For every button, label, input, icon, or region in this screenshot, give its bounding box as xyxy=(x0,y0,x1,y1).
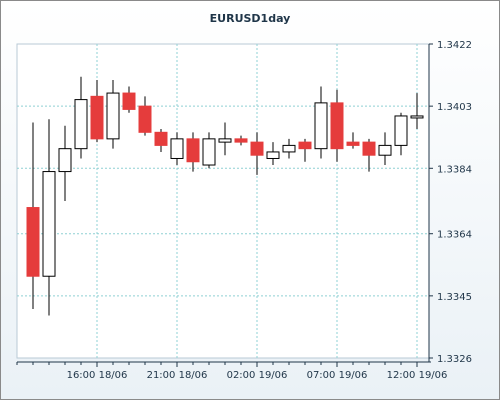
candle-body-down xyxy=(250,141,264,156)
x-tick-label: 21:00 18/06 xyxy=(147,370,208,381)
candles xyxy=(26,76,424,316)
candle-body-up xyxy=(378,144,392,156)
x-tick-label: 02:00 19/06 xyxy=(227,370,288,381)
x-axis-ticks: 16:00 18/06 21:00 18/06 02:00 19/06 07:00 1… xyxy=(16,362,448,381)
candle-body-up xyxy=(202,138,216,166)
candle-body-up xyxy=(394,115,408,146)
candle xyxy=(378,132,392,166)
candle xyxy=(90,79,104,143)
candle xyxy=(218,122,232,156)
x-tick-label: 12:00 19/06 xyxy=(387,370,448,381)
candle xyxy=(42,119,56,316)
candle-body-down xyxy=(154,131,168,146)
candle xyxy=(362,138,376,172)
plot-area xyxy=(16,43,430,359)
candle xyxy=(410,93,424,130)
x-tick-label: 16:00 18/06 xyxy=(67,370,128,381)
candle xyxy=(138,96,152,136)
y-tick-label: 1.3364 xyxy=(437,230,472,241)
candle-body-down xyxy=(346,141,360,146)
candle xyxy=(234,135,248,146)
candle-body-up xyxy=(42,171,56,277)
y-tick-label: 1.3403 xyxy=(437,102,472,113)
candle xyxy=(346,132,360,149)
candle xyxy=(74,76,88,159)
candle xyxy=(58,125,72,201)
candle-body-down xyxy=(362,141,376,156)
x-tick-label: 07:00 19/06 xyxy=(307,370,368,381)
candle-body-up xyxy=(282,144,296,153)
candle xyxy=(330,89,344,162)
candle xyxy=(298,138,312,162)
candle xyxy=(122,86,136,113)
candle xyxy=(250,132,264,175)
candle-body-up xyxy=(410,115,424,119)
y-tick-label: 1.3384 xyxy=(437,164,472,175)
candle-body-down xyxy=(330,102,344,150)
candle-body-up xyxy=(58,148,72,173)
candle xyxy=(282,138,296,159)
candle xyxy=(106,79,120,149)
candle-body-down xyxy=(186,138,200,163)
y-tick-label: 1.3422 xyxy=(437,40,472,51)
y-tick-label: 1.3345 xyxy=(437,292,472,303)
candle xyxy=(26,122,40,309)
candle-body-down xyxy=(122,92,136,110)
candle xyxy=(314,86,328,159)
candle-body-up xyxy=(314,102,328,150)
candle xyxy=(186,132,200,172)
candle xyxy=(266,142,280,166)
candle xyxy=(394,112,408,156)
candle-body-down xyxy=(90,95,104,140)
candle-body-up xyxy=(218,138,232,143)
candle xyxy=(202,132,216,169)
y-tick-label: 1.3326 xyxy=(437,354,472,365)
candle-body-up xyxy=(74,99,88,150)
y-axis-ticks: 1.3422 1.3403 1.3384 1.3364 1.3345 1.3326 xyxy=(429,40,472,365)
candle-body-down xyxy=(138,105,152,133)
candle-body-down xyxy=(234,138,248,143)
candle xyxy=(170,132,184,166)
candle-body-down xyxy=(26,207,40,277)
chart-title: EURUSD1day xyxy=(210,12,291,25)
candle-body-down xyxy=(298,141,312,150)
candle-body-up xyxy=(170,138,184,159)
candle xyxy=(154,129,168,152)
candle-body-up xyxy=(106,92,120,140)
candle-body-up xyxy=(266,151,280,159)
